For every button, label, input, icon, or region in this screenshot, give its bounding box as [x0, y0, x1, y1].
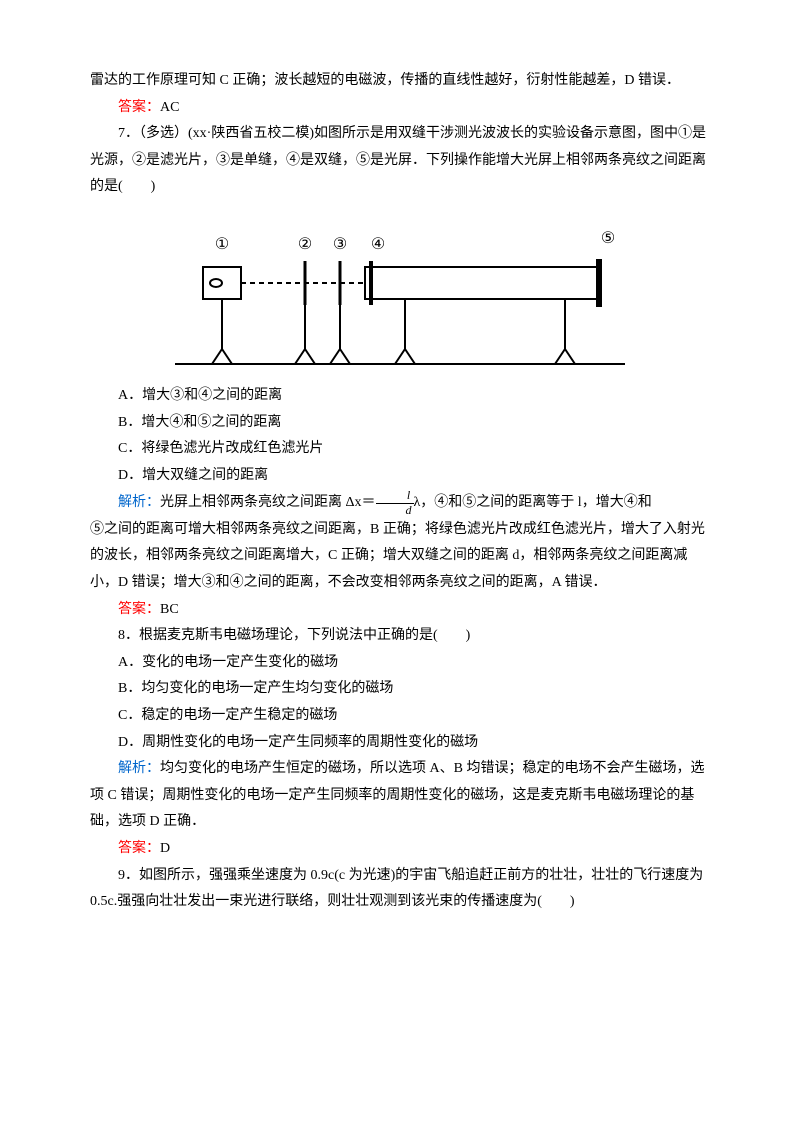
frac-den: d [376, 504, 414, 517]
q8-optA: A．变化的电场一定产生变化的磁场 [90, 650, 710, 677]
q7-optC: C．将绿色滤光片改成红色滤光片 [90, 436, 710, 463]
q7-answer: 答案：BC [90, 597, 710, 624]
diagram-label-1: ① [215, 236, 229, 253]
answer-value: BC [160, 602, 179, 617]
double-slit-diagram: ① ② ③ ④ ⑤ [170, 209, 630, 379]
answer-label: 答案： [118, 100, 160, 115]
q7-diagram: ① ② ③ ④ ⑤ [90, 209, 710, 379]
analysis-label: 解析： [118, 495, 160, 510]
q9-heading: 9．如图所示，强强乘坐速度为 0.9c(c 为光速)的宇宙飞船追赶正前方的壮壮，… [90, 863, 710, 916]
q8-optD: D．周期性变化的电场一定产生同频率的周期性变化的磁场 [90, 730, 710, 757]
page: 雷达的工作原理可知 C 正确；波长越短的电磁波，传播的直线性越好，衍射性能越差，… [0, 0, 800, 1132]
q8-answer: 答案：D [90, 836, 710, 863]
q7-optA: A．增大③和④之间的距离 [90, 383, 710, 410]
answer-value: D [160, 841, 170, 856]
q7-optD: D．增大双缝之间的距离 [90, 463, 710, 490]
answer-label: 答案： [118, 602, 160, 617]
answer-value: AC [160, 100, 179, 115]
q8-analysis: 解析：均匀变化的电场产生恒定的磁场，所以选项 A、B 均错误；稳定的电场不会产生… [90, 756, 710, 836]
q8-heading: 8．根据麦克斯韦电磁场理论，下列说法中正确的是( ) [90, 623, 710, 650]
q8-optB: B．均匀变化的电场一定产生均匀变化的磁场 [90, 676, 710, 703]
frac-num: l [376, 489, 414, 503]
diagram-label-3: ③ [333, 236, 347, 253]
q7-analysis1: 光屏上相邻两条亮纹之间距离 Δx＝ [160, 495, 376, 510]
diagram-label-4: ④ [371, 236, 385, 253]
fraction: ld [376, 489, 414, 516]
q7-analysis1b: λ，④和⑤之间的距离等于 l，增大④和 [414, 495, 652, 510]
q7-analysis-line2: ⑤之间的距离可增大相邻两条亮纹之间距离，B 正确；将绿色滤光片改成红色滤光片，增… [90, 517, 710, 597]
intro-answer: 答案：AC [90, 95, 710, 122]
intro-line1: 雷达的工作原理可知 C 正确；波长越短的电磁波，传播的直线性越好，衍射性能越差，… [90, 68, 710, 95]
q7-analysis-line1: 解析：光屏上相邻两条亮纹之间距离 Δx＝ldλ，④和⑤之间的距离等于 l，增大④… [90, 489, 710, 517]
analysis-label: 解析： [118, 761, 160, 776]
diagram-label-2: ② [298, 236, 312, 253]
q7-heading: 7．（多选）(xx·陕西省五校二模)如图所示是用双缝干涉测光波波长的实验设备示意… [90, 121, 710, 201]
q8-optC: C．稳定的电场一定产生稳定的磁场 [90, 703, 710, 730]
diagram-label-5: ⑤ [601, 230, 615, 247]
answer-label: 答案： [118, 841, 160, 856]
q7-optB: B．增大④和⑤之间的距离 [90, 410, 710, 437]
q8-analysis-text: 均匀变化的电场产生恒定的磁场，所以选项 A、B 均错误；稳定的电场不会产生磁场，… [90, 761, 704, 829]
